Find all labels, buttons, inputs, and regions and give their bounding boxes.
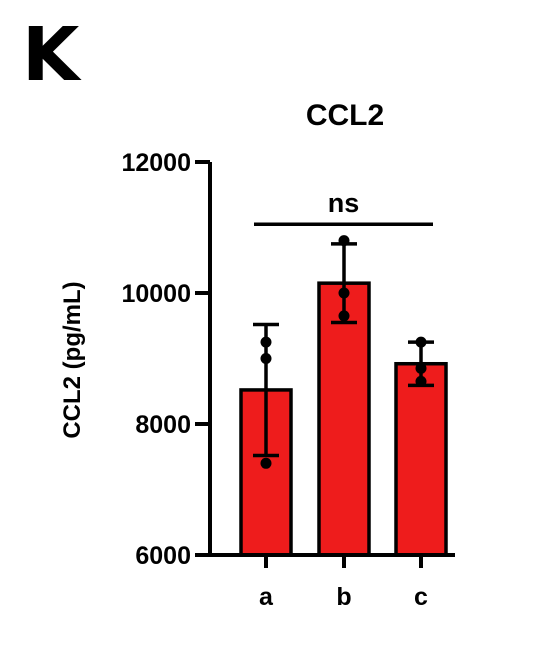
y-tick-label: 10000	[121, 280, 191, 308]
data-point-b	[338, 287, 350, 299]
bars	[239, 281, 448, 557]
x-axis: a b c	[208, 553, 455, 611]
y-axis: 6000 8000 10000 12000	[121, 149, 212, 570]
chart-title: CCL2	[306, 99, 384, 132]
data-point-c	[415, 336, 427, 348]
significance-label: ns	[328, 188, 360, 218]
y-tick-label: 12000	[121, 149, 191, 177]
data-points	[260, 235, 427, 469]
y-axis-label: CCL2 (pg/mL)	[59, 281, 86, 438]
data-point-c	[415, 375, 427, 387]
data-point-a	[260, 353, 272, 364]
data-point-a	[260, 336, 272, 348]
y-tick-label: 6000	[135, 542, 191, 570]
panel-letter: K	[22, 12, 80, 98]
data-point-b	[338, 310, 350, 322]
data-point-b	[338, 235, 350, 247]
x-tick-label: a	[259, 583, 274, 611]
significance-annotation: ns	[254, 188, 433, 226]
x-tick-label: c	[414, 583, 428, 611]
y-tick-label: 8000	[135, 411, 191, 439]
data-point-c	[415, 362, 427, 374]
bar-c	[394, 361, 448, 557]
data-point-a	[260, 457, 272, 469]
x-tick-label: b	[336, 583, 351, 611]
